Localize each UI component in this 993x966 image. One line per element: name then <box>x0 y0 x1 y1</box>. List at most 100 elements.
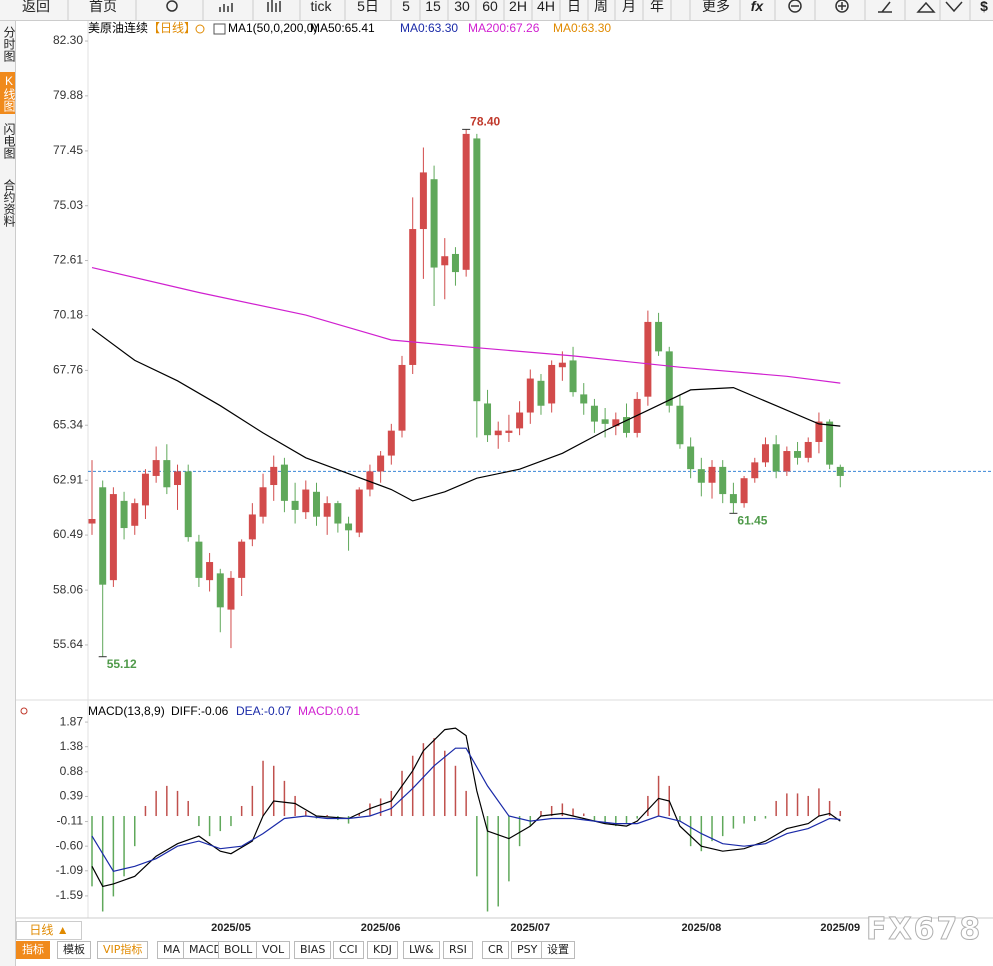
candle-body <box>826 421 834 465</box>
candle-body <box>569 360 577 393</box>
candle-body <box>238 541 246 578</box>
indicator-tab[interactable]: MACD <box>183 941 228 959</box>
indicator-tab[interactable]: MA <box>157 941 187 959</box>
toolbar-button[interactable]: 年 <box>650 0 664 14</box>
y-tick-label: 75.03 <box>53 198 83 212</box>
candle-body <box>109 494 117 581</box>
y-tick-label: 77.45 <box>53 143 83 157</box>
indicator-tab[interactable]: LW& <box>403 941 440 959</box>
period-button[interactable]: 日线 ▲ <box>16 921 82 940</box>
candle-body <box>558 362 566 368</box>
candle-body <box>623 417 630 433</box>
indicator-tab[interactable]: 设置 <box>541 941 575 959</box>
candle-body <box>729 494 737 504</box>
candle-body <box>131 503 139 526</box>
candle-body <box>377 455 385 472</box>
candle-body <box>761 444 769 463</box>
candle-body <box>494 430 502 436</box>
y-tick-label: 62.91 <box>53 472 83 486</box>
toolbar-button[interactable]: 5 <box>402 0 410 14</box>
legend-item: MA1(50,0,200,0) <box>228 21 317 35</box>
extreme-label: 55.12 <box>107 657 137 671</box>
candle-body <box>708 466 716 483</box>
indicator-tab[interactable]: 模板 <box>57 941 91 959</box>
toolbar-button[interactable]: 2H <box>509 0 527 14</box>
y-tick-label: -0.11 <box>57 814 84 828</box>
zoom-out-icon <box>788 0 802 13</box>
toolbar-button[interactable]: tick <box>310 0 332 14</box>
y-tick-label: 79.88 <box>53 88 83 102</box>
toolbar-button[interactable]: 30 <box>454 0 470 14</box>
indicator-tab[interactable]: RSI <box>443 941 473 959</box>
y-tick-label: 70.18 <box>53 308 83 322</box>
candle-body <box>505 430 513 433</box>
toolbar-button[interactable]: 4H <box>537 0 555 14</box>
watermark: FX678 <box>865 912 983 948</box>
y-tick-label: -1.09 <box>56 863 84 877</box>
indicator-line <box>91 727 841 888</box>
side-tab[interactable]: 闪电图 <box>2 123 16 159</box>
y-tick-label: 1.87 <box>60 714 84 728</box>
x-tick-label: 2025/09 <box>820 922 860 934</box>
indicator-tab[interactable]: VOL <box>256 941 291 959</box>
x-tick-label: 2025/05 <box>211 922 251 934</box>
toolbar-button[interactable]: 60 <box>482 0 498 14</box>
toolbar-button[interactable]: 15 <box>425 0 441 14</box>
toolbar-button[interactable]: $ <box>980 0 988 14</box>
indicator-line <box>91 267 841 384</box>
indicator-line <box>91 328 841 502</box>
toolbar-button[interactable]: 返回 <box>22 0 50 14</box>
candle-body <box>665 351 673 406</box>
toolbar-button[interactable]: 月 <box>622 0 636 14</box>
candle-body <box>291 500 299 510</box>
indicator-tab[interactable]: 指标 <box>16 941 50 959</box>
candle-body <box>537 380 545 406</box>
candle-body <box>719 466 727 495</box>
toolbar-button[interactable]: fx <box>750 0 764 14</box>
legend-item: MACD:0.01 <box>298 704 360 718</box>
candle-body <box>323 503 331 517</box>
x-tick-label: 2025/07 <box>510 922 550 934</box>
indicator-tab[interactable]: BOLL <box>218 941 259 959</box>
indicator-tab[interactable]: VIP指标 <box>97 941 149 959</box>
candle-body <box>227 577 235 610</box>
indicator-tab[interactable]: CCI <box>333 941 364 959</box>
candle-body <box>141 473 149 506</box>
candle-body <box>462 133 470 270</box>
extreme-label: 61.45 <box>737 514 767 528</box>
indicator-tab[interactable]: KDJ <box>367 941 398 959</box>
chart-icon <box>219 3 233 12</box>
toolbar-button[interactable]: 周 <box>594 0 608 14</box>
indicator-tab[interactable]: BIAS <box>294 941 332 959</box>
toolbar-button[interactable]: 日 <box>567 0 581 14</box>
settings-icon[interactable] <box>20 707 28 715</box>
triangle-icon <box>916 1 936 13</box>
candle-body <box>174 471 182 486</box>
side-tab[interactable]: 分时图 <box>2 26 16 62</box>
y-tick-label: -1.59 <box>56 888 84 902</box>
candle-body <box>783 451 791 472</box>
candle-body <box>473 138 481 402</box>
indicator-tab[interactable]: PSY <box>511 941 544 959</box>
indicator-tab[interactable]: CR <box>482 941 510 959</box>
legend-item: MA50:65.41 <box>310 21 375 35</box>
candle-body <box>195 541 203 578</box>
legend-item: DEA:-0.07 <box>236 704 292 718</box>
side-tab[interactable]: K线图 <box>0 72 16 114</box>
candle-body <box>387 430 395 456</box>
ma-icon <box>213 23 226 35</box>
candle-body <box>345 523 353 531</box>
candle-body <box>216 573 224 608</box>
side-tab[interactable]: 合约资料 <box>2 179 16 227</box>
toolbar-button[interactable]: 5日 <box>357 0 379 14</box>
candle-body <box>601 419 609 424</box>
candle-body <box>697 469 705 483</box>
period-label: 【日线】 <box>148 21 196 35</box>
toolbar-button[interactable]: 首页 <box>89 0 117 14</box>
candle-body <box>270 466 278 486</box>
y-tick-label: 67.76 <box>53 363 83 377</box>
toolbar-button[interactable]: 更多 <box>702 0 730 14</box>
candle-body <box>451 253 459 273</box>
